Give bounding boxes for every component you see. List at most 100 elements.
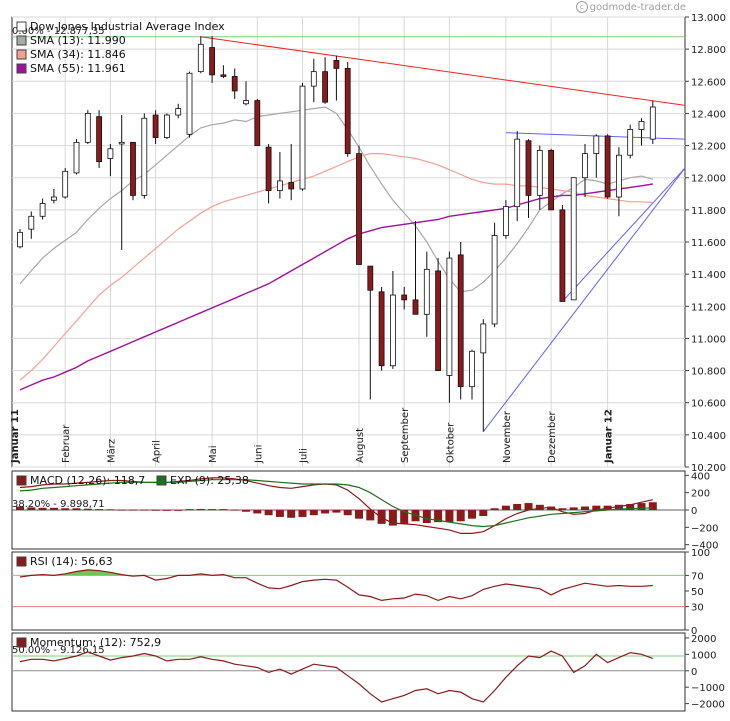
momentum-fib-label: 50.00% - 9.126,15 [12,645,105,656]
candle-body [107,148,114,159]
candle-body [446,257,453,376]
macd-histogram-bar [422,510,431,523]
momentum-axis-tick-label: −1000 [691,683,725,694]
macd-histogram-bar [321,510,330,514]
price-axis-tick-label: 11.600 [691,238,726,249]
sma13-line [19,106,653,293]
macd-histogram-bar [355,510,363,519]
macd-axis-tick-label: 400 [691,471,710,482]
macd-histogram-bar [298,510,307,517]
macd-histogram-bar [27,507,36,510]
candle-body [276,180,283,191]
macd-axis-tick-label: −200 [691,523,718,534]
legend-label: SMA (34): 11.846 [30,48,126,61]
legend-swatch [16,21,27,32]
month-label: Oktober [445,422,456,463]
macd-histogram-bar [524,503,533,510]
rsi-axis-tick-label: 50 [691,587,704,598]
price-axis-tick-label: 12.200 [691,142,726,153]
macd-histogram-bar [592,505,601,510]
price-axis-tick-label: 11.000 [691,334,726,345]
candle-body [344,68,351,155]
momentum-line [19,650,654,703]
candle-body [39,203,46,217]
macd-histogram-bar [72,508,81,510]
momentum-axis-tick-label: −2000 [691,700,725,711]
month-label: Dezember [547,411,558,463]
candle-body [220,74,227,77]
month-label: Mai [208,445,219,463]
legend-label: Momentum: (12): 752,9 [30,636,161,649]
candle-body [491,235,498,325]
macd-histogram-bar [479,510,488,517]
macd-histogram-bar [253,510,262,514]
candle-body [84,113,91,143]
price-axis-tick-label: 13.000 [691,13,726,24]
candle-body [73,141,80,174]
rsi-line [19,569,653,602]
candle-body [627,129,634,156]
candle-body [582,153,588,179]
macd-histogram-bar [151,509,160,511]
candle-body [152,114,159,138]
macd-histogram-bar [377,510,386,524]
sma34-line [19,153,653,381]
candle-body [604,135,611,198]
rsi-axis-tick-label: 0 [691,626,697,637]
macd-histogram-bar [626,503,635,510]
candle-body [209,47,216,76]
candle-body [525,140,532,196]
month-label: März [106,439,117,463]
candle-body [480,323,487,354]
legend-label: EXP (9): 25,38 [170,474,249,487]
legend-swatch [16,637,27,648]
channel-bottom2-line [562,167,686,302]
macd-histogram-bar [490,508,499,510]
candle-body [231,76,238,92]
macd-histogram-bar [569,507,578,510]
candle-body [310,71,317,87]
macd-histogram-bar [49,507,58,510]
macd-histogram-bar [501,505,510,510]
legend-label: SMA (55): 11.961 [30,62,126,75]
legend-label: SMA (13): 11.990 [30,34,126,47]
price-axis-tick-label: 12.600 [691,77,726,88]
macd-histogram-bar [106,509,115,511]
rsi-axis-tick-label: 30 [691,603,704,614]
price-axis-tick-label: 12.000 [691,174,726,185]
price-axis-tick-label: 11.200 [691,302,726,313]
channel-bottom-line [482,167,686,432]
rsi-axis-tick-label: 70 [691,571,704,582]
month-label: Juli [299,448,310,464]
fib-level-label: 0.00% - 12.877,35 [12,26,105,37]
macd-histogram-bar [513,503,522,510]
macd-histogram-bar [275,510,284,517]
macd-histogram-bar [332,510,341,513]
candle-body [163,114,170,138]
macd-histogram-bar [343,510,352,516]
candle-body [457,254,464,388]
macd-histogram-bar [185,509,194,511]
momentum-axis-tick-label: 1000 [691,650,716,661]
price-axis-tick-label: 10.200 [691,463,726,474]
candle-body [186,72,193,135]
candle-body [17,231,23,248]
legend-label: MACD (12,26): 118,7 [30,474,145,487]
candle-body [502,206,509,236]
macd-line [19,477,653,535]
rsi-axis-tick-label: 100 [691,548,710,559]
month-label: August [355,428,366,463]
macd-histogram-bar [547,506,556,510]
candle-body [593,135,600,155]
candle-body [96,116,102,163]
price-axis-tick-label: 12.800 [691,45,726,56]
macd-histogram-bar [129,509,137,511]
candle-body [514,138,521,208]
price-axis-tick-label: 11.400 [691,270,726,281]
candle-body [469,350,475,388]
candle-body [299,85,306,190]
candle-body [616,154,622,198]
candle-body [333,59,340,69]
macd-histogram-bar [242,510,250,512]
panel-frame [11,551,686,631]
